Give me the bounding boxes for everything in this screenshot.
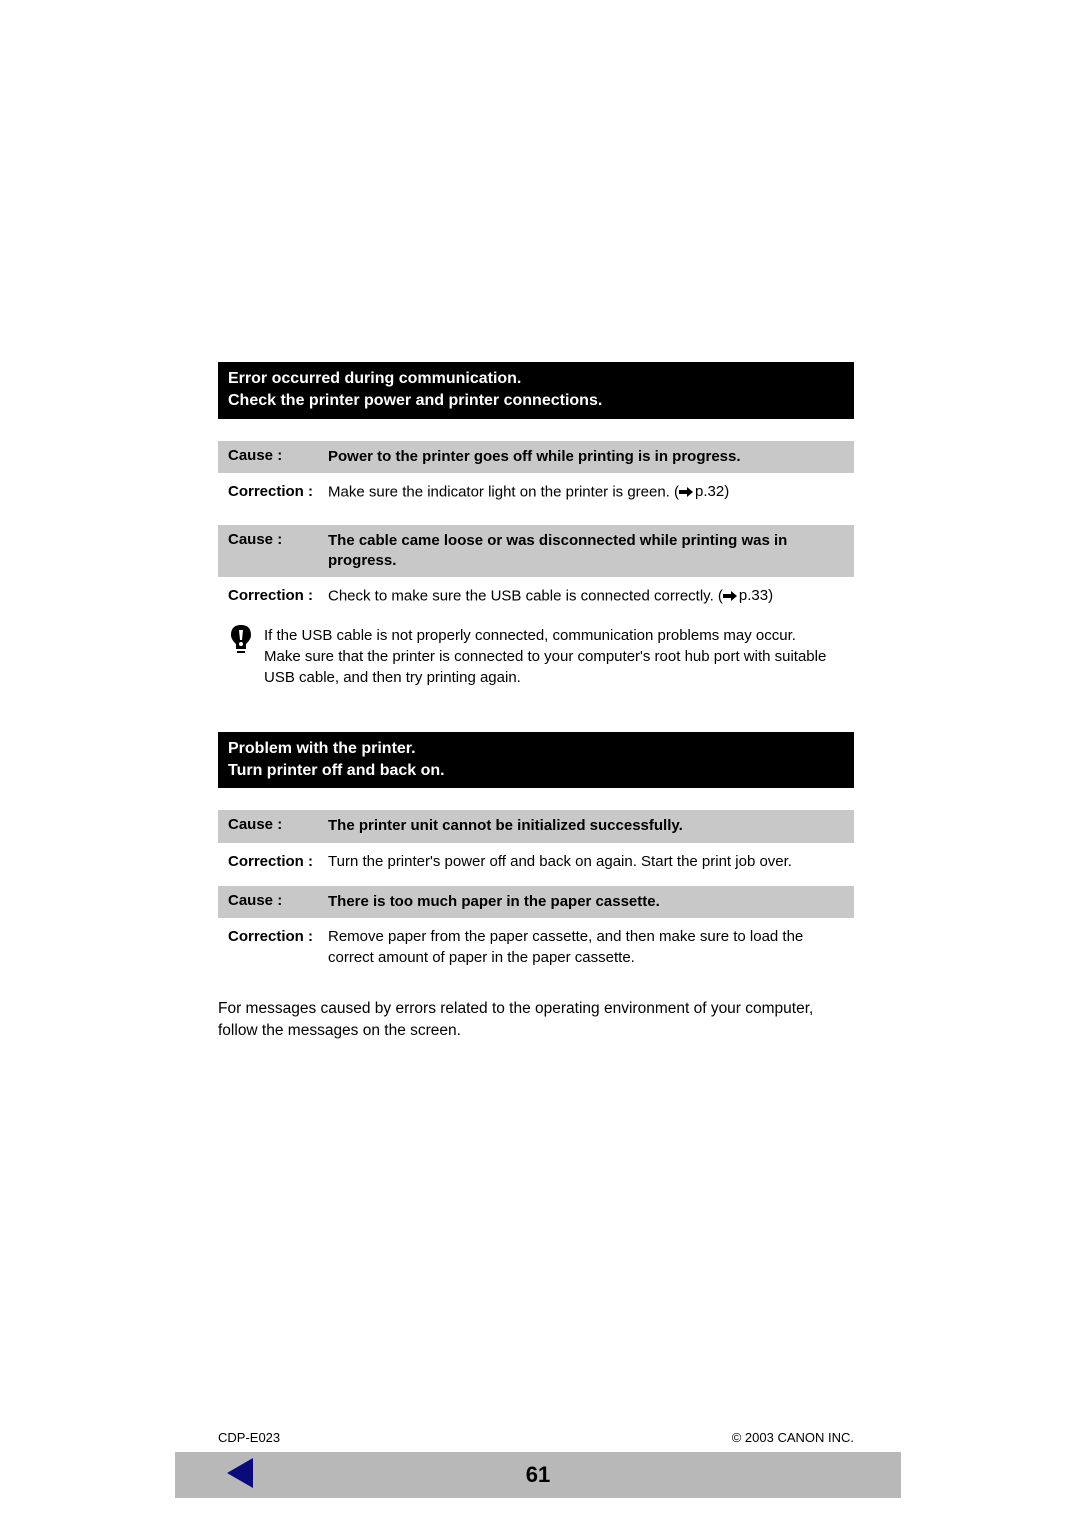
footer-nav-bar: 61 xyxy=(175,1452,901,1498)
cause-text: The printer unit cannot be initialized s… xyxy=(328,816,683,836)
page-ref-link[interactable]: p.32) xyxy=(679,481,729,502)
header-line: Check the printer power and printer conn… xyxy=(228,390,844,412)
cause-label: Cause : xyxy=(228,892,328,912)
error-header-1: Error occurred during communication. Che… xyxy=(218,362,854,419)
arrow-right-icon xyxy=(679,487,693,497)
correction-label: Correction : xyxy=(228,926,328,968)
correction-row: Correction : Turn the printer's power of… xyxy=(218,843,854,872)
correction-label: Correction : xyxy=(228,851,328,872)
correction-text: Turn the printer's power off and back on… xyxy=(328,851,844,872)
correction-row: Correction : Make sure the indicator lig… xyxy=(218,473,854,503)
note-text: If the USB cable is not properly connect… xyxy=(264,625,854,688)
page-number: 61 xyxy=(526,1462,550,1488)
footer-meta: CDP-E023 © 2003 CANON INC. xyxy=(218,1430,854,1445)
correction-label: Correction : xyxy=(228,481,328,503)
header-line: Turn printer off and back on. xyxy=(228,760,844,782)
important-icon xyxy=(228,625,264,688)
arrow-right-icon xyxy=(723,591,737,601)
page-ref-link[interactable]: p.33) xyxy=(723,585,773,606)
cause-label: Cause : xyxy=(228,531,328,572)
cause-text: There is too much paper in the paper cas… xyxy=(328,892,660,912)
back-button[interactable] xyxy=(227,1458,253,1493)
cause-row: Cause : The cable came loose or was disc… xyxy=(218,525,854,578)
correction-row: Correction : Remove paper from the paper… xyxy=(218,918,854,968)
copyright: © 2003 CANON INC. xyxy=(732,1430,854,1445)
correction-row: Correction : Check to make sure the USB … xyxy=(218,577,854,607)
triangle-left-icon xyxy=(227,1458,253,1488)
closing-paragraph: For messages caused by errors related to… xyxy=(218,998,854,1043)
cause-row: Cause : The printer unit cannot be initi… xyxy=(218,810,854,842)
cause-row: Cause : Power to the printer goes off wh… xyxy=(218,441,854,473)
correction-text: Make sure the indicator light on the pri… xyxy=(328,481,844,503)
cause-text: Power to the printer goes off while prin… xyxy=(328,447,741,467)
error-header-2: Problem with the printer. Turn printer o… xyxy=(218,732,854,789)
correction-label: Correction : xyxy=(228,585,328,607)
cause-label: Cause : xyxy=(228,447,328,467)
cause-row: Cause : There is too much paper in the p… xyxy=(218,886,854,918)
cause-label: Cause : xyxy=(228,816,328,836)
page-content: Error occurred during communication. Che… xyxy=(218,362,854,1043)
correction-text: Remove paper from the paper cassette, an… xyxy=(328,926,844,968)
document-id: CDP-E023 xyxy=(218,1430,280,1445)
correction-text: Check to make sure the USB cable is conn… xyxy=(328,585,844,607)
cause-text: The cable came loose or was disconnected… xyxy=(328,531,844,572)
note-block: If the USB cable is not properly connect… xyxy=(218,625,854,688)
header-line: Error occurred during communication. xyxy=(228,368,844,390)
header-line: Problem with the printer. xyxy=(228,738,844,760)
